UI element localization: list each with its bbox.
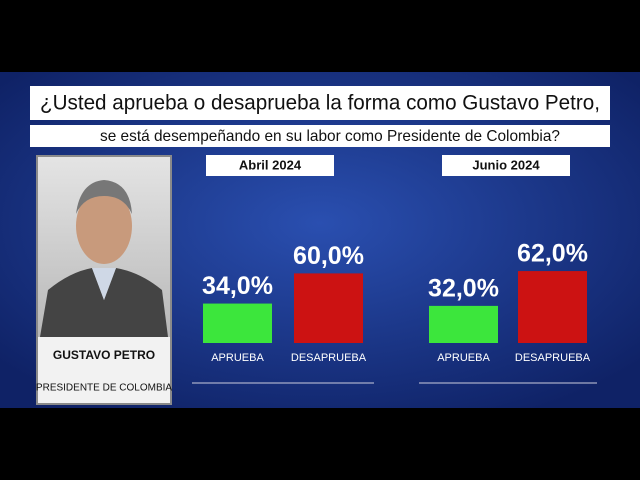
period-label: Junio 2024 (472, 157, 540, 172)
profile-name: GUSTAVO PETRO (53, 348, 155, 362)
bar (429, 305, 498, 343)
bar (203, 303, 272, 343)
period-box (206, 155, 334, 176)
profile-role: PRESIDENTE DE COLOMBIA (36, 383, 172, 394)
question-band2 (30, 125, 610, 147)
value-label: 34,0% (202, 272, 273, 300)
photo-face (76, 188, 132, 264)
photo-shirt (92, 268, 116, 300)
category-label: DESAPRUEBA (291, 352, 367, 364)
category-label: DESAPRUEBA (515, 352, 591, 364)
period-label: Abril 2024 (239, 157, 302, 172)
value-label: 62,0% (517, 240, 588, 268)
bar (518, 271, 587, 343)
photo-suit (40, 268, 168, 337)
question-line1: ¿Usted aprueba o desaprueba la forma com… (40, 92, 600, 115)
value-label: 60,0% (293, 242, 364, 270)
bar (294, 273, 363, 343)
profile-caption (38, 337, 170, 403)
photo-hair (76, 180, 132, 214)
value-label: 32,0% (428, 274, 499, 302)
category-label: APRUEBA (211, 352, 264, 364)
category-label: APRUEBA (437, 352, 490, 364)
question-band (30, 86, 610, 120)
question-line2: se está desempeñando en su labor como Pr… (100, 128, 560, 145)
period-box (442, 155, 570, 176)
